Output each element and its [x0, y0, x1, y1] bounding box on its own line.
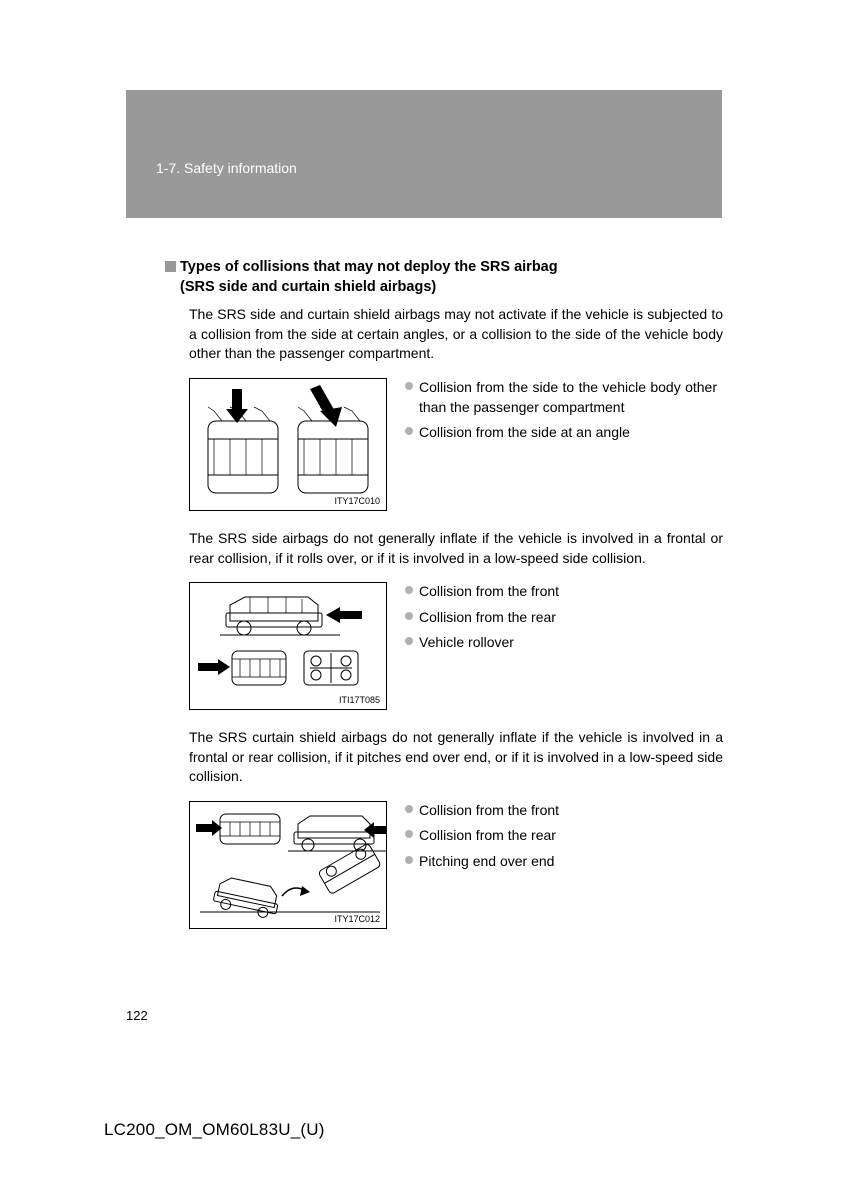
heading: Types of collisions that may not deploy …	[180, 258, 558, 297]
figure-row-2: ITI17T085 Collision from the front Colli…	[189, 582, 723, 710]
bullet-text: Collision from the side at an angle	[419, 423, 630, 443]
bullet-list-2: Collision from the front Collision from …	[405, 582, 559, 710]
list-item: Collision from the front	[405, 582, 559, 602]
figure-3-label: ITY17C012	[334, 914, 380, 924]
bullet-text: Collision from the side to the vehicle b…	[419, 378, 717, 417]
figure-3: ITY17C012	[189, 801, 387, 929]
paragraph-3: The SRS curtain shield airbags do not ge…	[189, 728, 723, 787]
page-number: 122	[126, 1008, 148, 1023]
figure-2: ITI17T085	[189, 582, 387, 710]
figure-1-svg	[190, 379, 386, 510]
figure-1-label: ITY17C010	[334, 496, 380, 506]
figure-row-3: ITY17C012 Collision from the front Colli…	[189, 801, 723, 929]
list-item: Collision from the rear	[405, 608, 559, 628]
bullet-icon	[405, 427, 413, 435]
list-item: Collision from the rear	[405, 826, 559, 846]
list-item: Pitching end over end	[405, 852, 559, 872]
paragraph-2: The SRS side airbags do not generally in…	[189, 529, 723, 568]
bullet-text: Collision from the rear	[419, 826, 556, 846]
square-marker-icon	[165, 261, 176, 272]
header-band: 1-7. Safety information	[126, 90, 722, 218]
bullet-text: Vehicle rollover	[419, 633, 514, 653]
bullet-icon	[405, 856, 413, 864]
paragraph-1: The SRS side and curtain shield airbags …	[189, 305, 723, 364]
bullet-icon	[405, 612, 413, 620]
list-item: Collision from the front	[405, 801, 559, 821]
figure-2-label: ITI17T085	[339, 695, 380, 705]
heading-line1: Types of collisions that may not deploy …	[180, 259, 558, 275]
figure-1: ITY17C010	[189, 378, 387, 511]
figure-row-1: ITY17C010 Collision from the side to the…	[189, 378, 723, 511]
bullet-icon	[405, 637, 413, 645]
figure-2-svg	[190, 583, 386, 709]
bullet-text: Collision from the front	[419, 582, 559, 602]
bullet-icon	[405, 830, 413, 838]
document-code: LC200_OM_OM60L83U_(U)	[104, 1120, 325, 1140]
bullet-icon	[405, 805, 413, 813]
bullet-icon	[405, 382, 413, 390]
bullet-icon	[405, 586, 413, 594]
content-area: Types of collisions that may not deploy …	[165, 258, 723, 947]
list-item: Vehicle rollover	[405, 633, 559, 653]
list-item: Collision from the side to the vehicle b…	[405, 378, 717, 417]
heading-line2: (SRS side and curtain shield airbags)	[180, 279, 436, 295]
list-item: Collision from the side at an angle	[405, 423, 717, 443]
heading-row: Types of collisions that may not deploy …	[165, 258, 723, 297]
bullet-text: Pitching end over end	[419, 852, 554, 872]
section-label: 1-7. Safety information	[156, 160, 297, 176]
bullet-list-1: Collision from the side to the vehicle b…	[405, 378, 717, 511]
bullet-list-3: Collision from the front Collision from …	[405, 801, 559, 929]
bullet-text: Collision from the rear	[419, 608, 556, 628]
bullet-text: Collision from the front	[419, 801, 559, 821]
figure-3-svg	[190, 802, 386, 928]
